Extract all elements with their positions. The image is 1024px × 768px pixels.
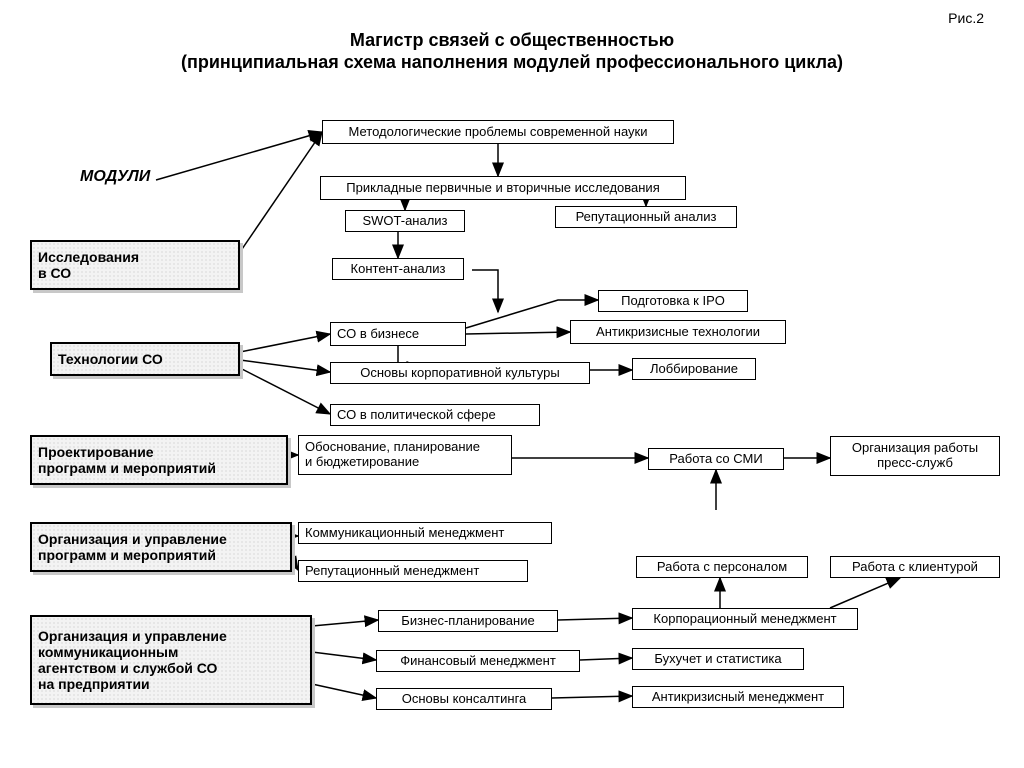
edge-mod_tech->corpculture (240, 360, 330, 372)
node-box-n_repmgmt: Репутационный менеджмент (298, 560, 528, 582)
node-box-n_lobby: Лоббирование (632, 358, 756, 380)
edge-mod_tech->sopol (240, 368, 330, 414)
node-box-n_ipo: Подготовка к IPO (598, 290, 748, 312)
edge-consult->crisismgmt (552, 696, 632, 698)
node-box-n_account: Бухучет и статистика (632, 648, 804, 670)
node-box-n_sopol: СО в политической сфере (330, 404, 540, 426)
edge-bizplan->corpmgmt (558, 618, 632, 620)
edge-mod_agency->bizplan (312, 620, 378, 626)
node-box-n_crisismgmt: Антикризисный менеджмент (632, 686, 844, 708)
module-box-mod_agency: Организация и управление коммуникационны… (30, 615, 312, 705)
edge-modules_heading_pt (156, 132, 322, 180)
node-box-n_press: Организация работы пресс-служб (830, 436, 1000, 476)
edge-corpmgmt->clients (830, 578, 900, 608)
node-box-n_sobiz: СО в бизнесе (330, 322, 466, 346)
node-box-n_method: Методологические проблемы современной на… (322, 120, 674, 144)
edge-mod_agency->finmgmt (312, 652, 376, 660)
node-box-n_swot: SWOT-анализ (345, 210, 465, 232)
node-box-n_finmgmt: Финансовый менеджмент (376, 650, 580, 672)
node-box-n_comm: Коммуникационный менеджмент (298, 522, 552, 544)
node-box-n_smi: Работа со СМИ (648, 448, 784, 470)
diagram-stage: Рис.2 Магистр связей с общественностью (… (0, 0, 1024, 768)
module-box-mod_research: Исследования в СО (30, 240, 240, 290)
edge-mod_agency->consult (312, 684, 376, 698)
figure-label: Рис.2 (948, 10, 984, 26)
node-box-n_consult: Основы консалтинга (376, 688, 552, 710)
node-box-n_repanal: Репутационный анализ (555, 206, 737, 228)
module-box-mod_orgmgmt: Организация и управление программ и меро… (30, 522, 292, 572)
node-box-n_bizplan: Бизнес-планирование (378, 610, 558, 632)
edge-mod_tech->sobiz (240, 334, 330, 352)
title-line-2: (принципиальная схема наполнения модулей… (0, 52, 1024, 73)
node-box-n_content: Контент-анализ (332, 258, 464, 280)
node-box-n_applied: Прикладные первичные и вторичные исследо… (320, 176, 686, 200)
node-box-n_clients: Работа с клиентурой (830, 556, 1000, 578)
modules-heading: МОДУЛИ (80, 168, 150, 186)
node-box-n_hr: Работа с персоналом (636, 556, 808, 578)
node-box-n_corpmgmt: Корпорационный менеджмент (632, 608, 858, 630)
edge-mod_research->n_method (240, 132, 322, 252)
node-box-n_crisis: Антикризисные технологии (570, 320, 786, 344)
edge-finmgmt->account (580, 658, 632, 660)
module-box-mod_tech: Технологии СО (50, 342, 240, 376)
module-box-mod_design: Проектирование программ и мероприятий (30, 435, 288, 485)
title-line-1: Магистр связей с общественностью (0, 30, 1024, 51)
edge-content->down (472, 270, 498, 312)
edge-sobiz->crisis (466, 332, 570, 334)
node-box-n_corpculture: Основы корпоративной культуры (330, 362, 590, 384)
node-box-n_plan: Обоснование, планирование и бюджетирован… (298, 435, 512, 475)
